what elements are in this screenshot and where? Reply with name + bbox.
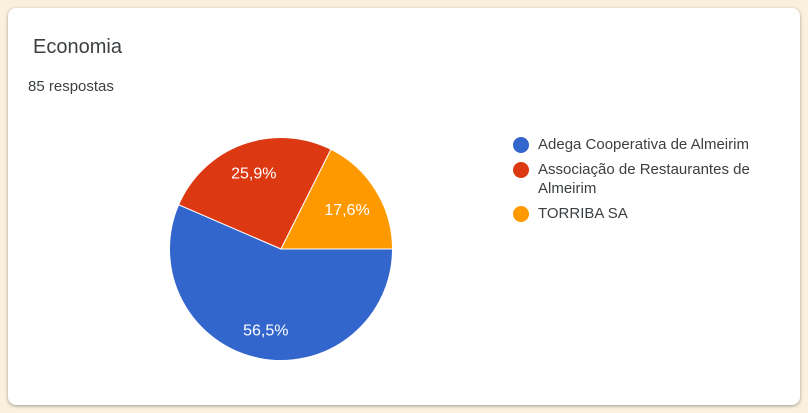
svg-text:17,6%: 17,6% xyxy=(324,202,369,219)
svg-text:56,5%: 56,5% xyxy=(243,322,288,339)
svg-text:25,9%: 25,9% xyxy=(231,166,276,183)
